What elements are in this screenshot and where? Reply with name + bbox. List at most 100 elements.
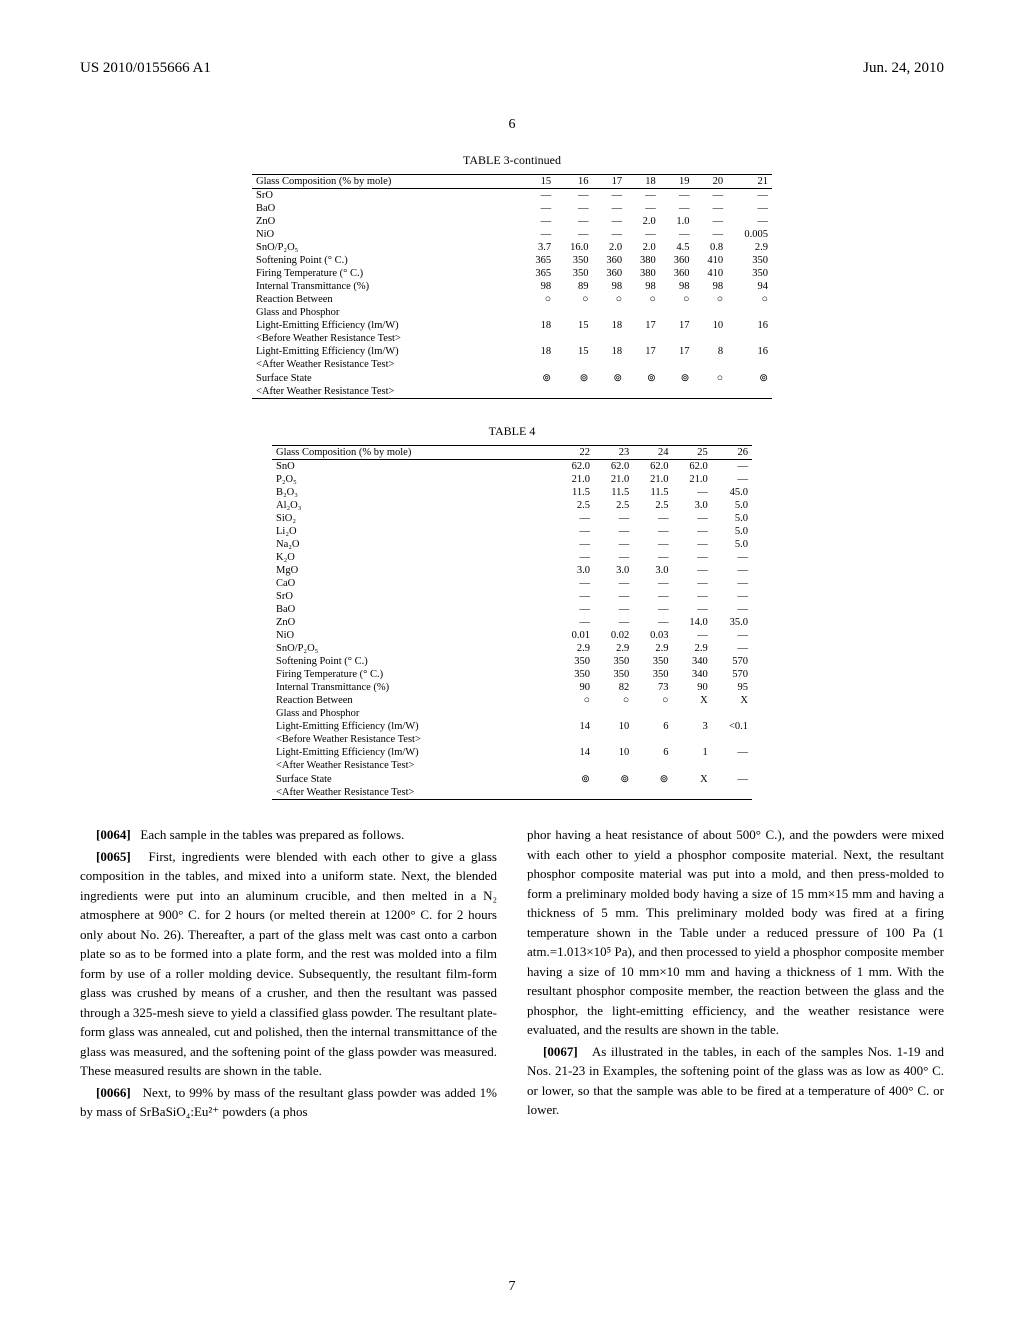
- cell: ⊚: [626, 371, 660, 385]
- cell: —: [672, 603, 711, 616]
- cell: ⊚: [555, 772, 594, 786]
- cell: 5.0: [712, 538, 752, 551]
- cell: 18: [521, 345, 555, 358]
- cell: ⊚: [555, 371, 592, 385]
- row-label: <Before Weather Resistance Test>: [272, 733, 555, 746]
- cell: 410: [693, 254, 727, 267]
- row-label: Glass and Phosphor: [252, 306, 521, 319]
- cell: 16.0: [555, 241, 592, 254]
- cell: [693, 306, 727, 319]
- cell: 360: [592, 254, 626, 267]
- cell: 98: [521, 280, 555, 293]
- cell: ○: [555, 694, 594, 707]
- row-label: Firing Temperature (° C.): [272, 668, 555, 681]
- cell: —: [693, 189, 727, 203]
- cell: 73: [633, 681, 672, 694]
- cell: 2.9: [727, 241, 772, 254]
- cell: —: [592, 228, 626, 241]
- table-row: <After Weather Resistance Test>: [252, 385, 772, 399]
- row-label: SnO/P₂O₅: [272, 642, 555, 655]
- cell: [555, 332, 592, 345]
- row-label: Li₂O: [272, 525, 555, 538]
- row-label: Light-Emitting Efficiency (lm/W): [272, 720, 555, 733]
- patent-number: US 2010/0155666 A1: [80, 60, 211, 77]
- table-row: NiO——————0.005: [252, 228, 772, 241]
- cell: 0.01: [555, 629, 594, 642]
- table-row: SrO—————: [272, 590, 752, 603]
- row-label: <After Weather Resistance Test>: [252, 385, 521, 399]
- cell: 350: [555, 254, 592, 267]
- cell: 11.5: [633, 486, 672, 499]
- table-3-continued: TABLE 3-continued Glass Composition (% b…: [252, 153, 772, 399]
- cell: 10: [594, 720, 633, 733]
- cell: —: [594, 512, 633, 525]
- row-label: SnO/P₂O₅: [252, 241, 521, 254]
- cell: —: [555, 525, 594, 538]
- cell: [672, 733, 711, 746]
- cell: —: [555, 538, 594, 551]
- cell: 365: [521, 254, 555, 267]
- table-header-label: Glass Composition (% by mole): [252, 175, 521, 189]
- cell: 5.0: [712, 525, 752, 538]
- cell: —: [555, 590, 594, 603]
- table-3-title: TABLE 3-continued: [252, 153, 772, 168]
- cell: —: [727, 215, 772, 228]
- cell: X: [672, 772, 711, 786]
- cell: ⊚: [592, 371, 626, 385]
- table-row: BaO———————: [252, 202, 772, 215]
- cell: 21.0: [594, 473, 633, 486]
- cell: 18: [592, 345, 626, 358]
- cell: [555, 306, 592, 319]
- cell: ○: [594, 694, 633, 707]
- cell: 62.0: [555, 460, 594, 474]
- table-row: B₂O₃11.511.511.5—45.0: [272, 486, 752, 499]
- row-label: SrO: [252, 189, 521, 203]
- cell: 14: [555, 720, 594, 733]
- cell: —: [555, 512, 594, 525]
- cell: 98: [592, 280, 626, 293]
- row-label: NiO: [252, 228, 521, 241]
- table-col-header: 18: [626, 175, 660, 189]
- cell: 2.9: [594, 642, 633, 655]
- cell: —: [633, 616, 672, 629]
- cell: [555, 786, 594, 800]
- cell: —: [633, 603, 672, 616]
- row-label: P₂O₅: [272, 473, 555, 486]
- cell: 365: [521, 267, 555, 280]
- cell: ⊚: [521, 371, 555, 385]
- cell: [672, 707, 711, 720]
- cell: 98: [693, 280, 727, 293]
- cell: —: [633, 551, 672, 564]
- table-row: SnO62.062.062.062.0—: [272, 460, 752, 474]
- cell: 0.03: [633, 629, 672, 642]
- cell: <0.1: [712, 720, 752, 733]
- cell: —: [555, 603, 594, 616]
- foot-page-number: 7: [0, 1279, 1024, 1295]
- cell: —: [660, 228, 694, 241]
- cell: [626, 358, 660, 371]
- cell: [555, 759, 594, 772]
- cell: [693, 358, 727, 371]
- row-label: Na₂O: [272, 538, 555, 551]
- cell: 5.0: [712, 512, 752, 525]
- row-label: <After Weather Resistance Test>: [272, 759, 555, 772]
- cell: ⊚: [594, 772, 633, 786]
- para-text: As illustrated in the tables, in each of…: [527, 1044, 944, 1118]
- cell: 350: [594, 655, 633, 668]
- para-text: Next, to 99% by mass of the resultant gl…: [80, 1085, 497, 1120]
- cell: —: [594, 603, 633, 616]
- cell: —: [594, 577, 633, 590]
- table-row: Glass and Phosphor: [252, 306, 772, 319]
- cell: 340: [672, 655, 711, 668]
- row-label: BaO: [272, 603, 555, 616]
- cell: [592, 385, 626, 399]
- para-0067: [0067] As illustrated in the tables, in …: [527, 1042, 944, 1120]
- left-column: [0064] Each sample in the tables was pre…: [80, 825, 497, 1124]
- row-label: Light-Emitting Efficiency (lm/W): [252, 345, 521, 358]
- cell: ○: [693, 371, 727, 385]
- row-label: Reaction Between: [272, 694, 555, 707]
- row-label: Surface State: [272, 772, 555, 786]
- cell: [712, 733, 752, 746]
- cell: —: [712, 460, 752, 474]
- table-row: P₂O₅21.021.021.021.0—: [272, 473, 752, 486]
